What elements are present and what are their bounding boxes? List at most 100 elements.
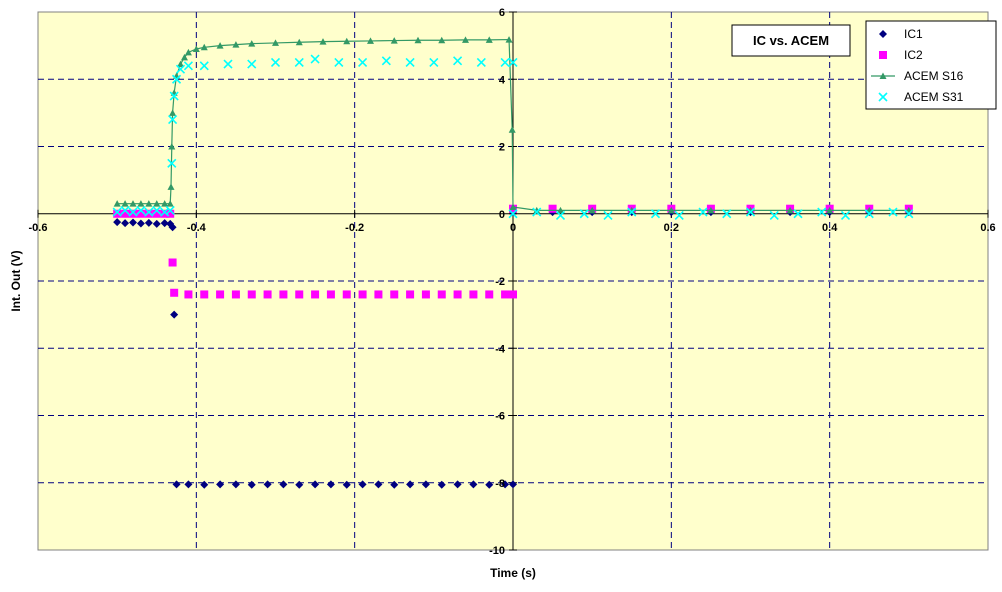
data-point [508,209,518,219]
y-tick-label: -8 [495,478,505,490]
data-point [453,290,462,299]
series-acem-s31 [112,54,914,220]
data-point [793,209,803,219]
x-axis-title: Time (s) [490,566,536,580]
data-point [231,290,240,299]
data-point [169,91,179,101]
data-point [462,36,469,43]
data-point [405,57,415,68]
data-point [747,206,754,214]
data-point [707,206,715,214]
legend-label: IC1 [904,27,923,41]
data-point [311,290,320,299]
data-point [160,207,170,217]
data-point [627,207,637,217]
data-point [485,36,493,43]
data-point [152,205,162,215]
data-point [279,290,288,299]
data-point [406,480,415,489]
data-point [421,480,430,489]
data-point [628,206,636,214]
data-point [184,290,193,299]
y-tick-label: 0 [499,209,505,221]
data-point [326,290,335,299]
data-point [168,258,177,267]
data-point [533,206,541,214]
data-point [192,45,200,52]
data-point [722,209,732,219]
data-point [557,206,564,214]
x-tick-label: 0.6 [980,222,995,234]
data-point [342,290,351,299]
data-point [294,57,304,68]
data-point [650,209,661,219]
data-point [295,480,304,489]
data-point [508,57,518,68]
x-tick-label: -0.4 [187,222,207,234]
data-point [121,209,130,218]
legend-item: ACEM S31 [878,90,964,104]
data-point [319,38,327,45]
data-point [128,207,138,217]
data-point [169,109,177,116]
y-tick-label: -6 [495,411,505,423]
data-point [137,200,145,207]
data-point [279,480,288,489]
data-point [326,480,335,489]
data-point [343,37,351,45]
data-point [232,41,240,48]
data-point [199,61,209,71]
data-point [505,36,513,43]
data-point [438,36,446,44]
data-point [769,210,779,220]
legend-marker [878,92,888,102]
data-point [113,200,121,207]
data-point [817,207,827,217]
data-point [358,57,368,68]
data-point [166,200,174,207]
x-tick-label: 0.2 [664,222,679,234]
data-point [152,219,161,228]
data-point [509,290,517,299]
data-point [358,480,367,489]
data-point [485,480,494,489]
data-point [532,207,542,217]
x-tick-label: -0.6 [29,222,48,234]
data-point [167,183,175,190]
x-tick-label: 0 [510,222,516,234]
data-point [334,57,344,68]
data-point [184,480,193,489]
data-point [745,207,756,217]
data-point [168,223,177,232]
y-tick-label: 4 [499,74,506,86]
data-point [674,210,684,220]
data-point [509,480,517,489]
data-point [112,207,122,217]
data-point [121,200,129,207]
data-point [263,290,272,299]
chart-title: IC vs. ACEM [753,33,829,48]
y-axis-title: Int. Out (V) [9,250,23,311]
data-point [129,218,137,227]
data-point [698,207,708,217]
data-point [113,218,122,227]
data-point [172,480,181,489]
data-point [429,57,439,68]
legend-label: ACEM S16 [904,69,964,83]
data-point [421,290,430,299]
y-tick-label: -2 [495,276,505,288]
y-tick-label: -4 [495,343,506,355]
data-point [129,209,137,218]
data-point [170,288,179,297]
data-point [177,60,184,68]
data-point [342,480,351,489]
series-ic2 [113,204,913,299]
data-point [358,290,367,299]
data-point [904,209,914,219]
data-point [136,205,146,215]
data-point [272,39,279,46]
data-point [160,209,169,218]
data-point [216,42,224,49]
data-point [390,37,398,44]
